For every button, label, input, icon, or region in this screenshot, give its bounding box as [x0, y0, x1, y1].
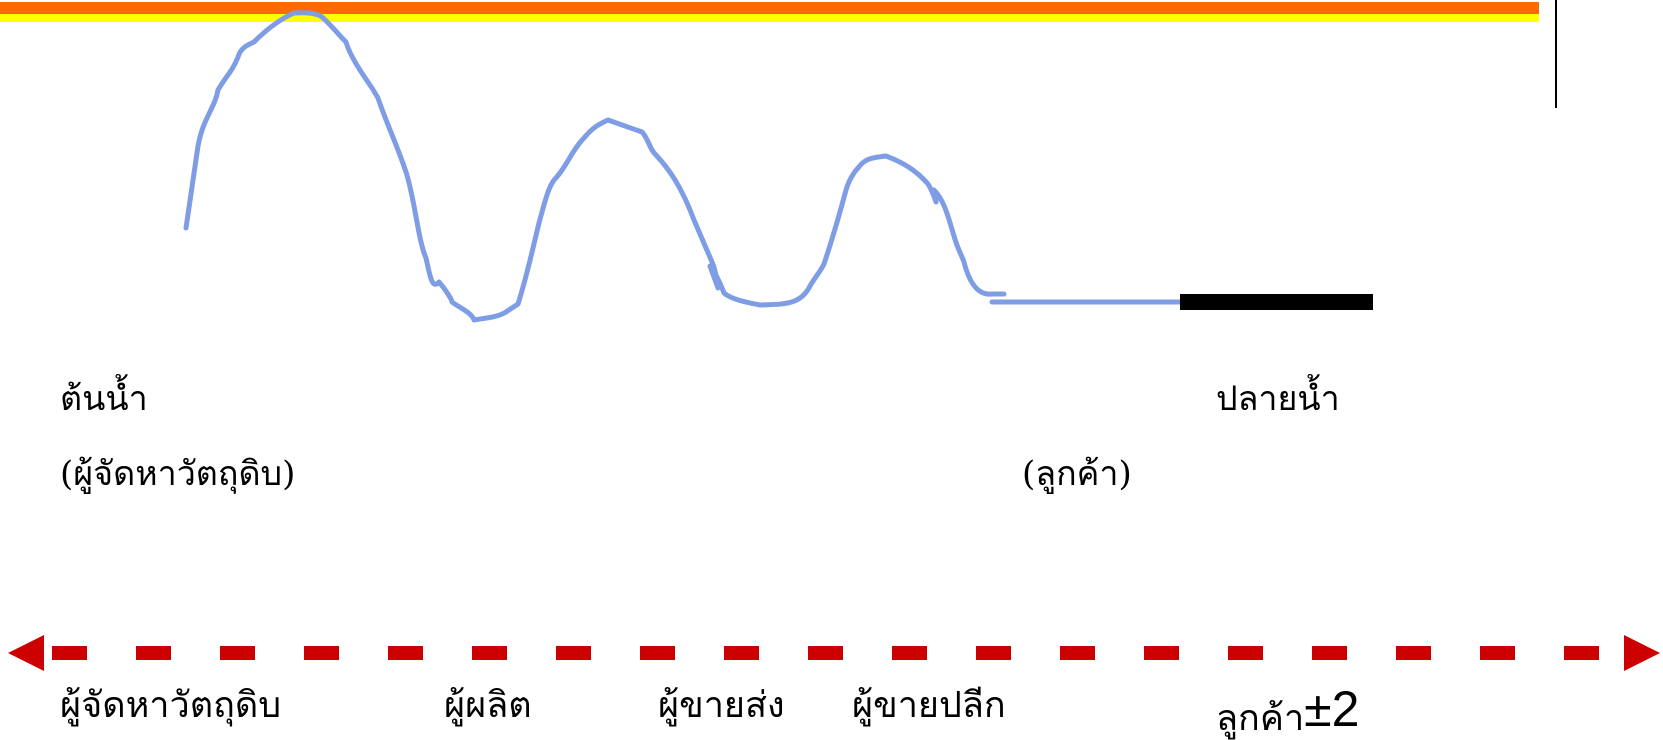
stage-customer-suffix: ±2	[1304, 681, 1360, 737]
downstream-subtitle: (ลูกค้า)	[1022, 454, 1132, 494]
downstream-title: ปลายน้ำ	[1216, 379, 1340, 419]
stage-supplier: ผู้จัดหาวัตถุดิบ	[60, 685, 282, 726]
upstream-title: ต้นน้ำ	[60, 379, 148, 419]
vertical-divider	[1555, 0, 1557, 108]
left-arrowhead	[8, 635, 44, 671]
downstream-bar	[1180, 294, 1373, 310]
stage-retailer: ผู้ขายปลีก	[852, 685, 1006, 726]
stage-customer-label: ลูกค้า	[1216, 698, 1305, 739]
stage-customer: ลูกค้า±2	[1216, 684, 1359, 739]
upstream-subtitle: (ผู้จัดหาวัตถุดิบ)	[60, 454, 296, 494]
stage-manufacturer: ผู้ผลิต	[444, 685, 532, 726]
right-arrowhead	[1624, 635, 1660, 671]
bullwhip-wave	[183, 10, 1183, 323]
stage-wholesaler: ผู้ขายส่ง	[658, 685, 785, 726]
top-band-yellow	[0, 14, 1539, 22]
top-band-orange	[0, 2, 1539, 15]
